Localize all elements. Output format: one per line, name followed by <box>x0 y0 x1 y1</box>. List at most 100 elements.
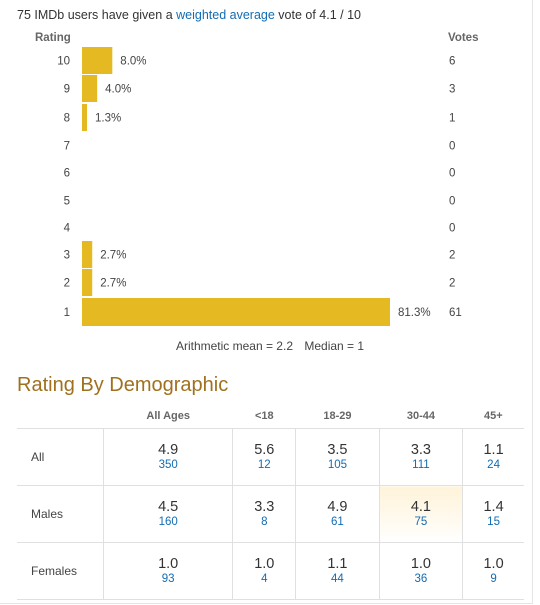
weighted-average-link[interactable]: weighted average <box>176 8 275 22</box>
vote-count: 1 <box>449 113 455 125</box>
col-18-29: 18-29 <box>323 410 352 422</box>
summary-prefix: 75 IMDb users have given a <box>17 8 173 22</box>
cell-votes-link[interactable]: 111 <box>412 459 430 471</box>
cell-rating: 4.9 <box>327 499 348 515</box>
demographic-cell: 1.4 15 <box>462 485 524 543</box>
cell-votes-link[interactable]: 12 <box>257 459 271 471</box>
demographic-cell: 4.1 75 <box>378 485 463 543</box>
vote-count: 0 <box>449 223 455 235</box>
cell-rating: 4.5 <box>158 499 179 515</box>
demographic-cell: 4.9 61 <box>295 485 380 543</box>
votes-column-header: Votes <box>448 32 479 44</box>
cell-rating: 1.4 <box>483 499 504 515</box>
demographic-row: Females 1.0 93 1.0 4 1.1 44 1.0 36 1.0 9 <box>17 542 524 600</box>
histogram-bar <box>82 75 98 102</box>
row-label: All <box>17 428 104 486</box>
rating-summary: 75 IMDb users have given a weighted aver… <box>17 8 361 22</box>
cell-rating: 1.1 <box>483 442 504 458</box>
cell-rating: 5.6 <box>254 442 275 458</box>
cell-votes-link[interactable]: 15 <box>487 516 500 528</box>
rating-label: 9 <box>64 84 70 96</box>
col-all-ages: All Ages <box>146 410 190 422</box>
demographic-cell: 3.5 105 <box>295 428 380 486</box>
bar-percent-label: 8.0% <box>120 56 146 68</box>
rating-label: 1 <box>64 307 70 319</box>
demographic-cell: 1.0 93 <box>102 542 233 600</box>
cell-rating: 1.1 <box>327 556 348 572</box>
demographic-cell: 3.3 111 <box>378 428 463 486</box>
arithmetic-mean: Arithmetic mean = 2.2 <box>175 339 293 353</box>
row-label: Males <box>17 485 104 543</box>
demographic-cell: 1.1 44 <box>295 542 380 600</box>
histogram-bar <box>82 104 87 131</box>
rating-label: 5 <box>64 196 70 208</box>
demographic-cell: 5.6 12 <box>232 428 296 486</box>
cell-votes-link[interactable]: 93 <box>161 573 175 585</box>
cell-votes-link[interactable]: 160 <box>158 516 178 528</box>
cell-votes-link[interactable]: 44 <box>331 573 344 585</box>
vote-count: 6 <box>449 56 455 68</box>
demographic-row: All 4.9 350 5.6 12 3.5 105 3.3 111 1.1 24 <box>17 428 524 486</box>
cell-rating: 4.9 <box>158 442 179 458</box>
cell-votes-link[interactable]: 105 <box>327 459 348 471</box>
demographic-cell: 3.3 8 <box>232 485 296 543</box>
median: Median = 1 <box>304 339 365 353</box>
histogram-bar <box>82 269 93 296</box>
rating-label: 8 <box>64 113 70 125</box>
demographic-cell: 1.0 4 <box>232 542 296 600</box>
cell-votes-link[interactable]: 4 <box>261 573 268 585</box>
cell-votes-link[interactable]: 9 <box>490 573 497 585</box>
cell-rating: 1.0 <box>483 556 504 572</box>
cell-rating: 1.0 <box>254 556 275 572</box>
histogram-bar <box>82 241 93 268</box>
col-30-44: 30-44 <box>406 410 435 422</box>
cell-rating: 3.3 <box>254 499 275 515</box>
demographic-cell: 1.0 9 <box>462 542 524 600</box>
rating-label: 2 <box>64 278 70 290</box>
cell-rating: 1.0 <box>158 556 179 572</box>
vote-count: 61 <box>449 307 462 319</box>
bar-percent-label: 2.7% <box>100 250 126 262</box>
rating-label: 7 <box>64 141 70 153</box>
cell-votes-link[interactable]: 36 <box>414 573 428 585</box>
cell-votes-link[interactable]: 8 <box>261 516 268 528</box>
cell-rating: 3.3 <box>410 442 431 458</box>
vote-count: 2 <box>449 278 455 290</box>
vote-count: 2 <box>449 250 455 262</box>
cell-votes-link[interactable]: 24 <box>487 459 500 471</box>
rating-label: 6 <box>64 168 70 180</box>
cell-rating: 3.5 <box>327 442 348 458</box>
summary-suffix: vote of 4.1 / 10 <box>278 8 361 22</box>
histogram-bar <box>82 298 390 326</box>
cell-votes-link[interactable]: 350 <box>158 459 178 471</box>
demographic-title: Rating By Demographic <box>17 374 229 396</box>
vote-count: 0 <box>449 168 455 180</box>
rating-label: 10 <box>57 56 70 68</box>
demographic-cell: 4.9 350 <box>102 428 233 486</box>
rating-label: 3 <box>64 250 70 262</box>
rating-label: 4 <box>64 223 71 235</box>
rating-stats: Arithmetic mean = 2.2 Median = 1 <box>0 339 540 353</box>
vote-count: 3 <box>449 84 455 96</box>
row-label: Females <box>17 542 104 600</box>
vote-count: 0 <box>449 141 455 153</box>
bar-percent-label: 1.3% <box>95 113 121 125</box>
rating-column-header: Rating <box>35 32 71 44</box>
demographic-header-row: All Ages <18 18-29 30-44 45+ <box>17 404 524 429</box>
bar-percent-label: 81.3% <box>398 307 431 319</box>
histogram-bar <box>82 47 113 74</box>
vote-count: 0 <box>449 196 455 208</box>
cell-votes-link[interactable]: 75 <box>414 516 428 528</box>
cell-rating: 4.1 <box>410 499 431 515</box>
rating-histogram: 10 8.0% 69 4.0% 38 1.3% 17 06 05 04 03 2.7% 22 2.7% 21… <box>57 47 462 326</box>
col-under-18: <18 <box>254 410 274 422</box>
cell-rating: 1.0 <box>410 556 431 572</box>
bar-percent-label: 4.0% <box>105 84 131 96</box>
demographic-cell: 1.0 36 <box>378 542 463 600</box>
cell-votes-link[interactable]: 61 <box>331 516 344 528</box>
demographic-row: Males 4.5 160 3.3 8 4.9 61 4.1 75 1.4 15 <box>17 485 524 543</box>
bar-percent-label: 2.7% <box>100 278 126 290</box>
col-45-plus: 45+ <box>483 410 503 422</box>
corner-header <box>17 404 104 429</box>
demographic-cell: 4.5 160 <box>102 485 233 543</box>
